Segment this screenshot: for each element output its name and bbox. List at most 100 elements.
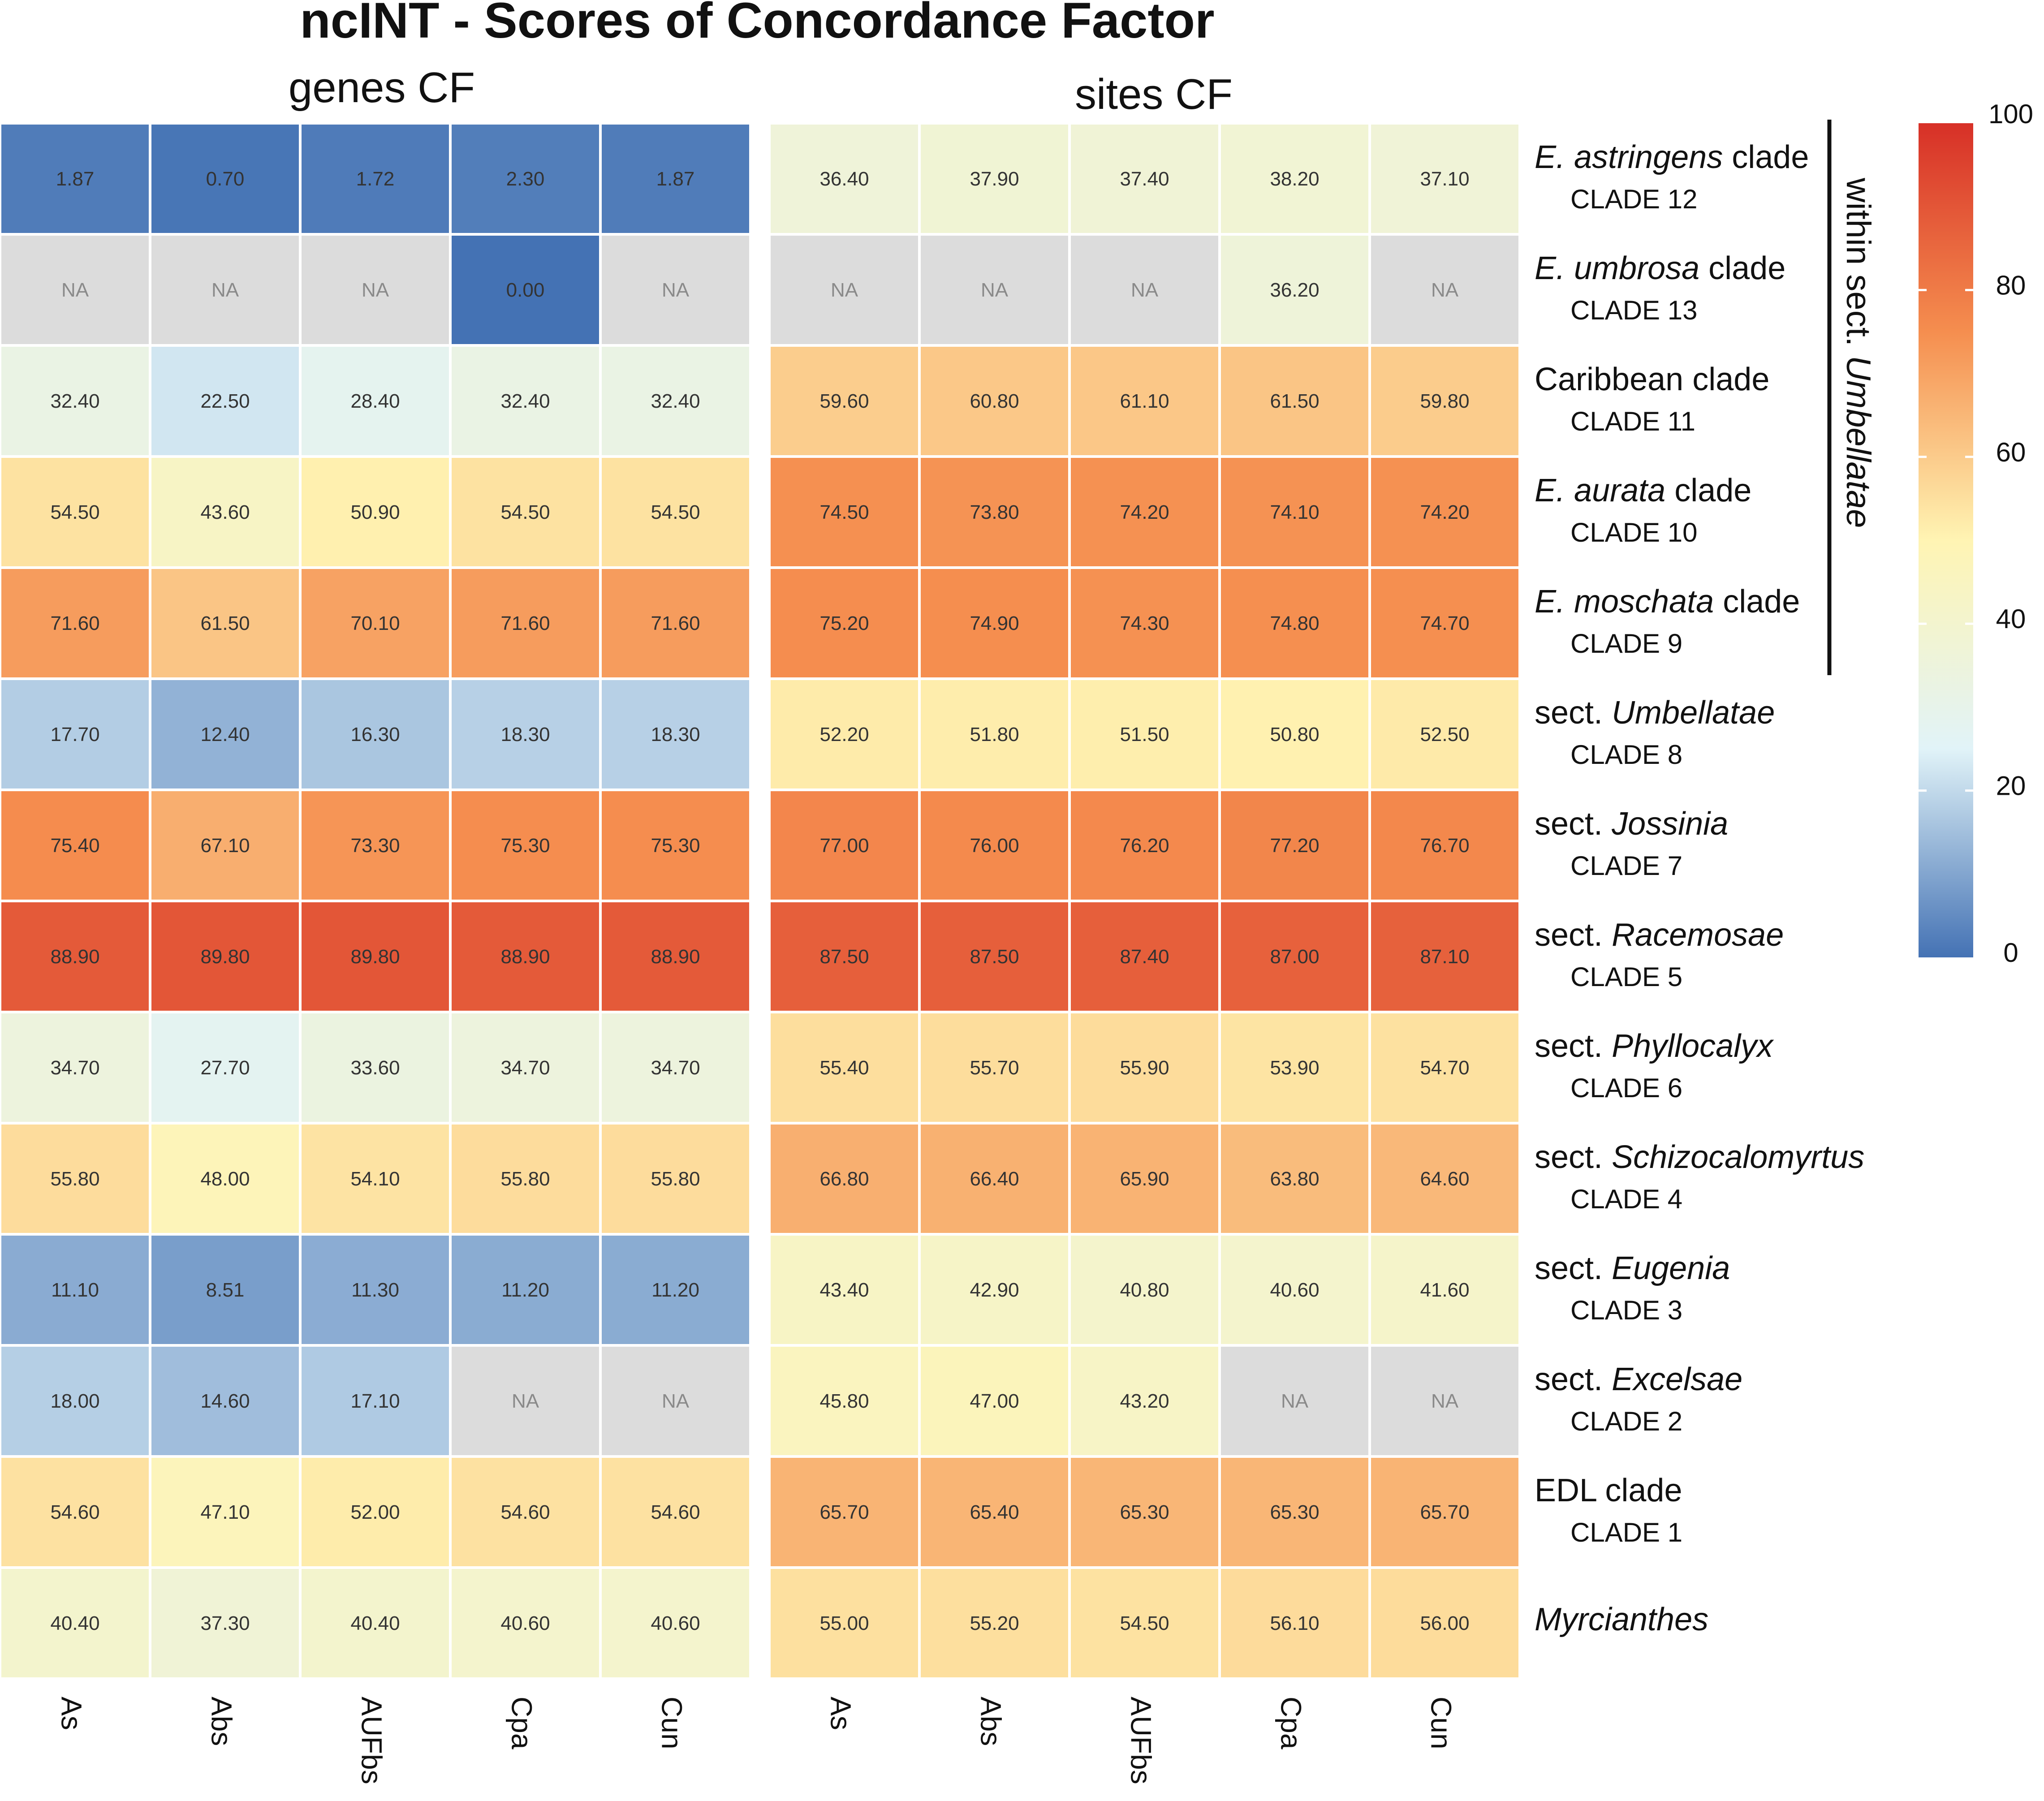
heatmap-cell — [771, 680, 918, 788]
cell-value-label: 12.40 — [200, 724, 250, 745]
heatmap-cell — [1, 1458, 149, 1566]
heatmap-cell — [1371, 347, 1518, 455]
cell-value-label: 36.20 — [1270, 279, 1319, 301]
cell-value-label: 61.50 — [1270, 390, 1319, 412]
cell-value-label: 32.40 — [50, 390, 99, 412]
cell-value-label: 11.10 — [51, 1279, 99, 1301]
heatmap-cell — [1371, 1458, 1518, 1566]
heatmap-cell — [1371, 125, 1518, 233]
cell-value-label: 0.00 — [506, 279, 545, 301]
colorbar-tick-label: 20 — [1996, 771, 2026, 801]
heatmap-cell — [151, 680, 299, 788]
heatmap-cell — [1221, 791, 1368, 900]
cell-value-label: 32.40 — [651, 390, 700, 412]
heatmap-cell — [771, 458, 918, 566]
heatmap-cell — [452, 125, 599, 233]
heatmap-cell — [1221, 1347, 1368, 1455]
row-label: sect. Excelsae — [1535, 1362, 1742, 1397]
cell-value-label: 76.70 — [1420, 835, 1469, 857]
cell-value-label: 22.50 — [200, 390, 250, 412]
heatmap-cell — [1371, 1013, 1518, 1122]
heatmap-cell — [1, 1013, 149, 1122]
cell-value-label: 89.80 — [350, 946, 400, 968]
cell-value-label: 64.60 — [1420, 1168, 1469, 1190]
heatmap-cell — [602, 347, 749, 455]
cell-value-label: NA — [512, 1390, 539, 1412]
cell-value-label: 52.20 — [819, 724, 869, 745]
heatmap-cell — [1, 1125, 149, 1233]
heatmap-cell — [1, 236, 149, 344]
row-label: Myrcianthes — [1535, 1602, 1708, 1637]
cell-value-label: 37.10 — [1420, 168, 1469, 190]
cell-value-label: 77.00 — [819, 835, 869, 857]
cell-value-label: 14.60 — [200, 1390, 250, 1412]
heatmap-cell — [602, 125, 749, 233]
cell-value-label: 88.90 — [500, 946, 550, 968]
heatmap-cell — [921, 791, 1068, 900]
heatmap-cell — [771, 347, 918, 455]
cell-value-label: 36.40 — [819, 168, 869, 190]
cell-value-label: 55.80 — [651, 1168, 700, 1190]
heatmap-cell — [1371, 680, 1518, 788]
cell-value-label: 65.90 — [1120, 1168, 1169, 1190]
cell-value-label: 75.40 — [50, 835, 99, 857]
heatmap-cell — [921, 680, 1068, 788]
cell-value-label: 65.30 — [1270, 1501, 1319, 1523]
heatmap-cell — [452, 236, 599, 344]
cell-value-label: 65.70 — [1420, 1501, 1469, 1523]
heatmap-cell — [1071, 236, 1218, 344]
cell-value-label: 18.30 — [651, 724, 700, 745]
row-clade-label: CLADE 11 — [1570, 406, 1695, 436]
heatmap-cell — [151, 1569, 299, 1677]
panel-title-genes: genes CF — [289, 64, 475, 112]
colorbar-tick-label: 80 — [1996, 270, 2026, 300]
column-label: Abs — [206, 1697, 238, 1746]
cell-value-label: 63.80 — [1270, 1168, 1319, 1190]
cell-value-label: 40.40 — [350, 1612, 400, 1634]
cell-value-label: 43.20 — [1120, 1390, 1169, 1412]
heatmap-cell — [1071, 347, 1218, 455]
cell-value-label: 1.87 — [56, 168, 95, 190]
heatmap-cell — [452, 1125, 599, 1233]
cell-value-label: 32.40 — [500, 390, 550, 412]
cell-value-label: 54.60 — [50, 1501, 99, 1523]
cell-value-label: 65.40 — [970, 1501, 1019, 1523]
heatmap-cell — [1071, 125, 1218, 233]
cell-value-label: 11.30 — [351, 1279, 399, 1301]
heatmap-cell — [151, 1013, 299, 1122]
cell-value-label: 47.10 — [200, 1501, 250, 1523]
cell-value-label: NA — [981, 279, 1009, 301]
cell-value-label: 52.50 — [1420, 724, 1469, 745]
heatmap-cell — [602, 569, 749, 677]
cell-value-label: NA — [1431, 279, 1459, 301]
cell-value-label: NA — [1431, 1390, 1459, 1412]
cell-value-label: 56.10 — [1270, 1612, 1319, 1634]
heatmap-cell — [771, 1125, 918, 1233]
cell-value-label: 51.80 — [970, 724, 1019, 745]
heatmap-cell — [302, 236, 449, 344]
cell-value-label: 75.30 — [651, 835, 700, 857]
cell-value-label: 17.70 — [50, 724, 99, 745]
cell-value-label: 70.10 — [350, 612, 400, 634]
heatmap-cell — [771, 236, 918, 344]
heatmap-cell — [1, 458, 149, 566]
heatmap-cell — [1221, 347, 1368, 455]
heatmap-cell — [921, 1458, 1068, 1566]
heatmap-cell — [302, 791, 449, 900]
heatmap-cell — [602, 458, 749, 566]
cell-value-label: NA — [1131, 279, 1159, 301]
colorbar-tick-label: 60 — [1996, 437, 2026, 467]
heatmap-cell — [151, 1347, 299, 1455]
cell-value-label: 87.50 — [970, 946, 1019, 968]
heatmap-cell — [151, 791, 299, 900]
cell-value-label: 8.51 — [206, 1279, 245, 1301]
row-label: EDL clade — [1535, 1473, 1682, 1508]
cell-value-label: NA — [211, 279, 239, 301]
cell-value-label: 74.30 — [1120, 612, 1169, 634]
cell-value-label: 40.60 — [1270, 1279, 1319, 1301]
heatmap-cell — [1071, 1013, 1218, 1122]
umbellatae-bracket: within sect. Umbellatae — [1827, 120, 1877, 675]
heatmap-cell — [602, 1013, 749, 1122]
cell-value-label: 18.00 — [50, 1390, 99, 1412]
